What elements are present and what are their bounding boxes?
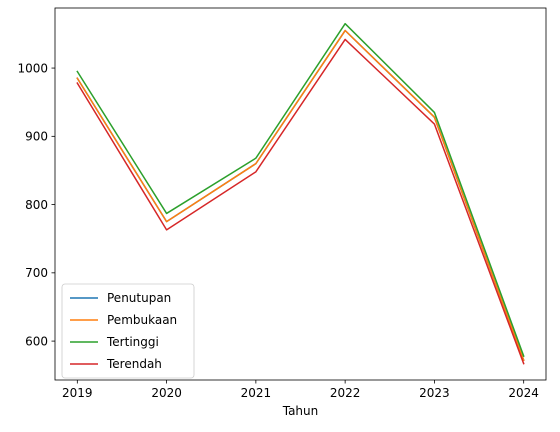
axes-layer: 2019 2020 2021 2022 2023 2024 600 700 800 900 1000 (17, 7, 547, 400)
legend-box (61, 283, 195, 379)
y-tick-label: 800 (25, 198, 48, 212)
x-tick-label: 2020 (151, 386, 182, 400)
legend-label: Tertinggi (106, 335, 159, 349)
x-axis-label: Tahun (282, 404, 319, 418)
x-tick-label: 2024 (508, 386, 539, 400)
legend-label: Pembukaan (107, 313, 177, 327)
x-tick-label: 2023 (419, 386, 450, 400)
x-tick-label: 2022 (330, 386, 361, 400)
legend-label: Penutupan (107, 291, 171, 305)
series-line-terendah (76, 38, 525, 365)
x-tick-label: 2019 (62, 386, 93, 400)
x-tick-label: 2021 (241, 386, 272, 400)
axes-frame (54, 7, 547, 381)
y-tick-label: 700 (25, 266, 48, 280)
y-tick-label: 900 (25, 130, 48, 144)
series-layer (76, 22, 525, 365)
series-line-tertinggi (76, 22, 525, 358)
legend: Penutupan Pembukaan Tertinggi Terendah (61, 283, 195, 379)
series-line-pembukaan (76, 29, 525, 362)
legend-label: Terendah (106, 357, 162, 371)
y-tick-label: 600 (25, 334, 48, 348)
y-tick-label: 1000 (17, 61, 48, 75)
